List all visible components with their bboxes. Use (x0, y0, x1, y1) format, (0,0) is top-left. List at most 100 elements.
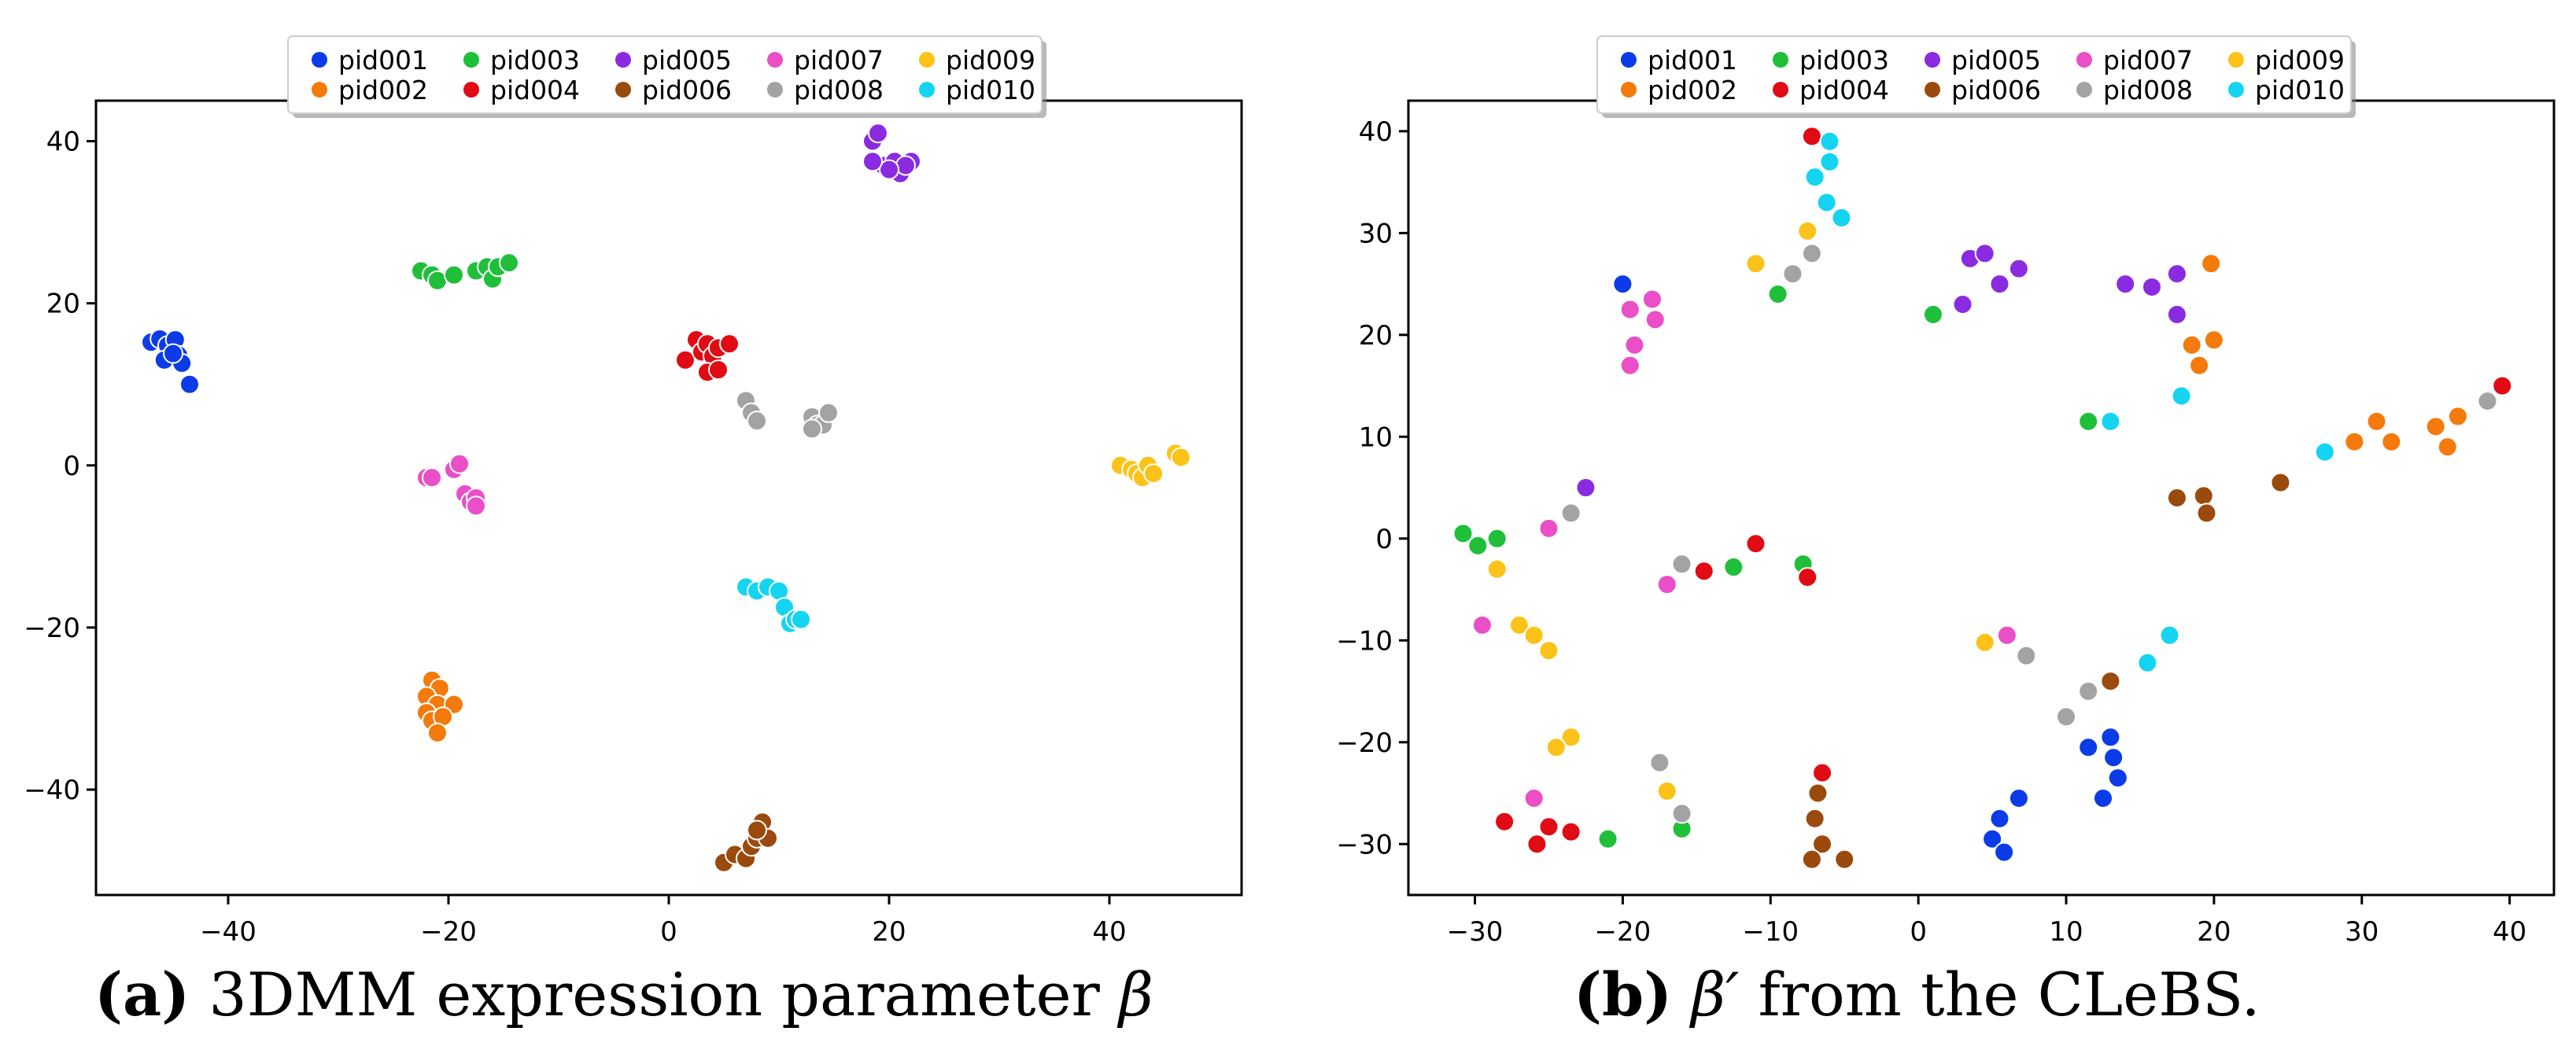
legend-marker-pid010 (919, 82, 935, 98)
legend-marker-pid008 (2076, 82, 2092, 98)
point-pid008 (2477, 390, 2498, 411)
point-pid006 (2193, 485, 2214, 506)
point-pid002 (2201, 253, 2222, 274)
point-pid001 (1612, 274, 1633, 295)
point-pid005 (1575, 477, 1596, 499)
point-pid002 (2344, 431, 2365, 452)
legend-label-pid003: pid003 (490, 45, 580, 76)
point-pid008 (818, 402, 839, 423)
legend-marker-pid004 (1773, 82, 1788, 98)
legend-marker-pid008 (767, 82, 783, 98)
point-pid008 (1782, 263, 1803, 285)
point-pid004 (1494, 811, 1515, 832)
point-pid008 (1560, 503, 1581, 524)
point-pid002 (2189, 355, 2210, 376)
point-pid008 (1671, 554, 1692, 575)
point-pid004 (719, 333, 740, 355)
point-pid002 (2447, 406, 2468, 427)
point-pid007 (1538, 517, 1559, 539)
legend-label-pid010: pid010 (2255, 75, 2345, 105)
point-pid009 (1143, 463, 1164, 484)
x-tick-label: 40 (1092, 916, 1126, 948)
legend-label-pid003: pid003 (1799, 45, 1889, 76)
point-pid001 (163, 343, 183, 364)
point-pid001 (1989, 808, 2010, 829)
point-pid010 (2100, 411, 2121, 432)
point-pid009 (1523, 624, 1544, 646)
point-pid008 (1649, 752, 1670, 773)
point-pid007 (1644, 309, 1666, 330)
x-tick-label: 20 (872, 916, 906, 948)
legend-marker-pid001 (312, 52, 327, 68)
x-tick-label: −40 (200, 916, 256, 948)
point-pid005 (2166, 304, 2187, 325)
y-tick-label: 30 (1359, 218, 1393, 249)
point-pid001 (1994, 842, 2015, 863)
point-pid002 (427, 722, 448, 743)
caption-b-symbol: β′ (1691, 959, 1740, 1029)
caption-a: (a) 3DMM expression parameter β (94, 959, 1153, 1038)
point-pid003 (499, 252, 519, 274)
point-pid004 (1693, 561, 1714, 582)
legend-label-pid005: pid005 (1951, 45, 2041, 76)
point-pid001 (2078, 737, 2099, 758)
point-pid005 (2166, 263, 2187, 285)
point-pid004 (1526, 834, 1548, 855)
legend-label-pid008: pid008 (2103, 75, 2193, 105)
point-pid005 (1989, 274, 2010, 295)
point-pid003 (1767, 284, 1788, 305)
point-pid010 (1819, 151, 1840, 172)
point-pid009 (1560, 727, 1581, 748)
point-pid008 (802, 418, 822, 440)
point-pid005 (2008, 258, 2029, 279)
point-pid003 (1723, 557, 1744, 578)
y-tick-label: −20 (24, 613, 80, 644)
x-tick-label: 0 (660, 916, 677, 948)
point-pid007 (1624, 334, 1645, 355)
point-pid008 (2078, 681, 2099, 702)
point-pid002 (2203, 330, 2224, 351)
point-pid003 (444, 264, 464, 285)
point-pid002 (2425, 416, 2446, 437)
point-pid005 (862, 151, 883, 172)
legend-label-pid002: pid002 (338, 75, 428, 105)
point-pid006 (1804, 808, 1825, 829)
y-tick-label: 20 (1359, 320, 1393, 352)
legend-label-pid004: pid004 (490, 75, 580, 105)
x-tick-label: 40 (2493, 916, 2526, 948)
x-tick-label: 20 (2197, 916, 2231, 948)
point-pid005 (895, 155, 916, 176)
legend-marker-pid004 (463, 82, 479, 98)
point-pid007 (1619, 355, 1640, 376)
x-tick-label: 30 (2345, 916, 2379, 948)
legend-marker-pid009 (2228, 52, 2244, 68)
legend-marker-pid006 (615, 82, 631, 98)
legend-label-pid009: pid009 (946, 45, 1035, 76)
legend-marker-pid002 (312, 82, 327, 98)
point-pid004 (1797, 567, 1818, 587)
point-pid010 (1816, 192, 1837, 213)
y-tick-label: 40 (46, 127, 80, 158)
y-tick-label: −40 (24, 775, 80, 806)
x-tick-label: −20 (1595, 916, 1652, 948)
y-tick-label: −10 (1336, 625, 1393, 657)
legend-label-pid004: pid004 (1799, 75, 1889, 105)
caption-a-text: 3DMM expression parameter (209, 959, 1120, 1029)
point-pid003 (1922, 304, 1943, 325)
caption-b-tag: (b) (1574, 959, 1673, 1029)
point-pid004 (1745, 533, 1766, 554)
point-pid003 (1467, 535, 1489, 556)
point-pid007 (1619, 299, 1640, 320)
point-pid008 (2056, 706, 2077, 727)
caption-b: (b) β′ from the CLeBS. (1574, 959, 2260, 1038)
point-pid009 (1508, 614, 1530, 635)
point-pid007 (1471, 614, 1493, 635)
point-pid007 (449, 453, 470, 474)
point-pid006 (1834, 849, 1855, 870)
legend-marker-pid010 (2228, 82, 2244, 98)
point-pid002 (2381, 431, 2402, 452)
point-pid006 (2100, 671, 2121, 692)
point-pid002 (2437, 436, 2458, 458)
